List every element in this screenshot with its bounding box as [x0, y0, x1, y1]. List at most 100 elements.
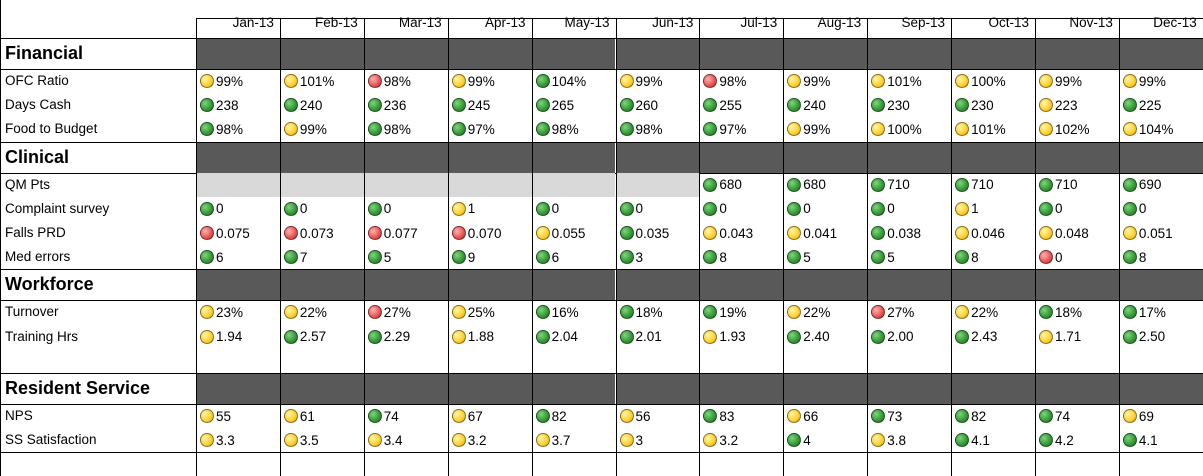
month-header: Sep-13: [901, 15, 946, 30]
metric-value-cell: 22%: [784, 300, 867, 324]
section-bar-cell: [197, 270, 280, 301]
grid-line: [1119, 18, 1120, 476]
status-yellow-icon: [535, 433, 550, 448]
metric-value-cell: 101%: [281, 69, 364, 93]
metric-row: Falls PRD 0.075 0.073 0.077 0.070 0.055 0.035 0…: [0, 221, 1203, 245]
empty-cell: [532, 172, 616, 197]
metric-value-cell: 680: [700, 173, 783, 197]
metric-value: 98%: [551, 121, 579, 137]
status-yellow-icon: [200, 409, 214, 424]
grid-line: [364, 18, 365, 476]
metric-value: 0: [551, 201, 560, 217]
section-bar-cell: [364, 39, 448, 69]
status-yellow-icon: [1039, 122, 1053, 137]
metric-value-cell: 104%: [1120, 117, 1203, 141]
status-yellow-icon: [619, 409, 634, 424]
month-header: Mar-13: [398, 15, 442, 30]
metric-value: 22%: [299, 304, 327, 320]
metric-value: 5: [383, 249, 392, 265]
section-bar-cell: [364, 142, 448, 173]
metric-value: 98%: [719, 73, 747, 89]
metric-value-cell: 2.00: [868, 325, 951, 349]
metric-value-cell: 236: [365, 93, 448, 117]
metric-value-cell: 0.035: [617, 221, 700, 245]
metric-value: 6: [551, 249, 560, 265]
status-yellow-icon: [451, 305, 466, 320]
status-green-icon: [200, 250, 214, 265]
empty-cell: [784, 349, 867, 373]
metric-value-cell: 27%: [365, 300, 448, 324]
status-yellow-icon: [955, 305, 970, 320]
status-green-icon: [1122, 98, 1137, 113]
metric-value: 99%: [299, 121, 327, 137]
metric-value: 66: [803, 408, 819, 424]
metric-value: 5: [803, 249, 811, 265]
metric-value: 255: [719, 97, 742, 113]
status-red-icon: [283, 226, 298, 241]
metric-value-cell: 9: [449, 245, 532, 269]
metric-value-cell: 104%: [533, 69, 616, 93]
grid-line: [0, 300, 1203, 302]
status-yellow-icon: [955, 74, 970, 89]
metric-value-cell: 18%: [1036, 300, 1119, 324]
status-green-icon: [1122, 305, 1137, 320]
status-green-icon: [1122, 250, 1137, 265]
metric-value: 223: [1055, 97, 1078, 113]
status-green-icon: [703, 177, 718, 192]
status-green-icon: [787, 177, 802, 192]
metric-value-cell: 97%: [449, 117, 532, 141]
metric-value: 260: [635, 97, 659, 113]
metric-value-cell: 74: [1036, 404, 1119, 428]
metric-value-cell: 240: [784, 93, 867, 117]
month-header: Nov-13: [1069, 15, 1113, 30]
section-bar-cell: [952, 374, 1035, 404]
metric-value-cell: 0.055: [533, 221, 616, 245]
status-green-icon: [535, 74, 550, 89]
metric-value: 1: [467, 201, 476, 217]
month-header: Jun-13: [652, 15, 694, 30]
metric-row: Complaint survey 0 0 0 1 0 0 0 0 0 1 0 0: [0, 197, 1203, 221]
metric-value: 710: [1055, 177, 1078, 193]
metric-value: 4: [803, 432, 811, 448]
metric-value: 97%: [719, 121, 747, 137]
metric-value-cell: 1.93: [700, 325, 783, 349]
metric-value-cell: 98%: [533, 117, 616, 141]
status-yellow-icon: [200, 305, 214, 320]
metric-value-cell: 1: [952, 197, 1035, 221]
metric-value-cell: 4: [784, 428, 867, 452]
metric-value-cell: 7: [281, 245, 364, 269]
metric-value: 690: [1138, 177, 1162, 193]
metric-value: 67: [467, 408, 483, 424]
metric-value: 8: [1138, 249, 1147, 265]
metric-value: 4.1: [1138, 432, 1158, 448]
grid-line: [867, 18, 868, 476]
metric-value: 0: [1055, 201, 1063, 217]
status-yellow-icon: [619, 74, 634, 89]
metric-value-cell: 99%: [1120, 69, 1203, 93]
metric-row: Turnover 23% 22% 27% 25% 16% 18% 19% 22% 27% 22% 18…: [0, 300, 1203, 324]
section-bar-cell: [448, 39, 532, 69]
status-green-icon: [703, 250, 718, 265]
section-bar-cell: [280, 39, 364, 69]
status-green-icon: [955, 250, 970, 265]
status-green-icon: [1039, 305, 1053, 320]
metric-value-cell: 0.051: [1120, 221, 1203, 245]
grid-line: [0, 373, 1203, 374]
metric-value: 6: [216, 249, 224, 265]
metric-label: Days Cash: [5, 97, 72, 113]
status-green-icon: [367, 122, 382, 137]
status-green-icon: [535, 305, 550, 320]
section-bar-cell: [364, 374, 448, 404]
metric-value: 0.051: [1138, 225, 1173, 241]
metric-value: 0: [1138, 201, 1147, 217]
metric-value-cell: 3.2: [449, 428, 532, 452]
metric-value-cell: 98%: [617, 117, 700, 141]
metric-value: 0: [635, 201, 644, 217]
status-red-icon: [200, 226, 214, 241]
metric-value: 710: [887, 177, 910, 193]
grid-line: [448, 18, 449, 476]
metric-value: 2.04: [551, 329, 578, 345]
status-yellow-icon: [871, 74, 886, 89]
metric-value: 0: [887, 201, 895, 217]
metric-label: Training Hrs: [5, 328, 79, 344]
